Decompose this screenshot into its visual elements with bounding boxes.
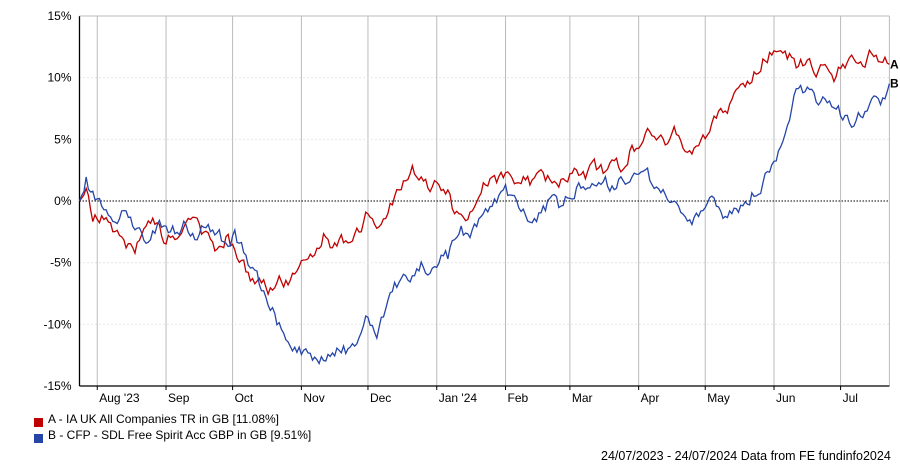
svg-text:-10%: -10% [43,317,71,331]
svg-text:Jun: Jun [776,391,795,405]
svg-text:Dec: Dec [370,391,391,405]
svg-text:Jul: Jul [843,391,858,405]
svg-text:5%: 5% [54,132,72,146]
svg-text:0%: 0% [54,194,72,208]
svg-text:10%: 10% [47,71,71,85]
svg-text:Aug '23: Aug '23 [99,391,140,405]
svg-text:15%: 15% [47,9,71,23]
svg-text:Feb: Feb [508,391,529,405]
svg-text:Oct: Oct [235,391,254,405]
svg-text:-15%: -15% [43,379,71,393]
svg-text:B: B [890,77,899,91]
svg-text:Nov: Nov [303,391,324,405]
svg-text:Apr: Apr [641,391,660,405]
svg-text:Sep: Sep [168,391,190,405]
svg-text:Jan '24: Jan '24 [439,391,478,405]
svg-text:May: May [707,391,730,405]
svg-text:Mar: Mar [572,391,593,405]
svg-text:-5%: -5% [50,256,72,270]
svg-text:A: A [890,57,899,71]
